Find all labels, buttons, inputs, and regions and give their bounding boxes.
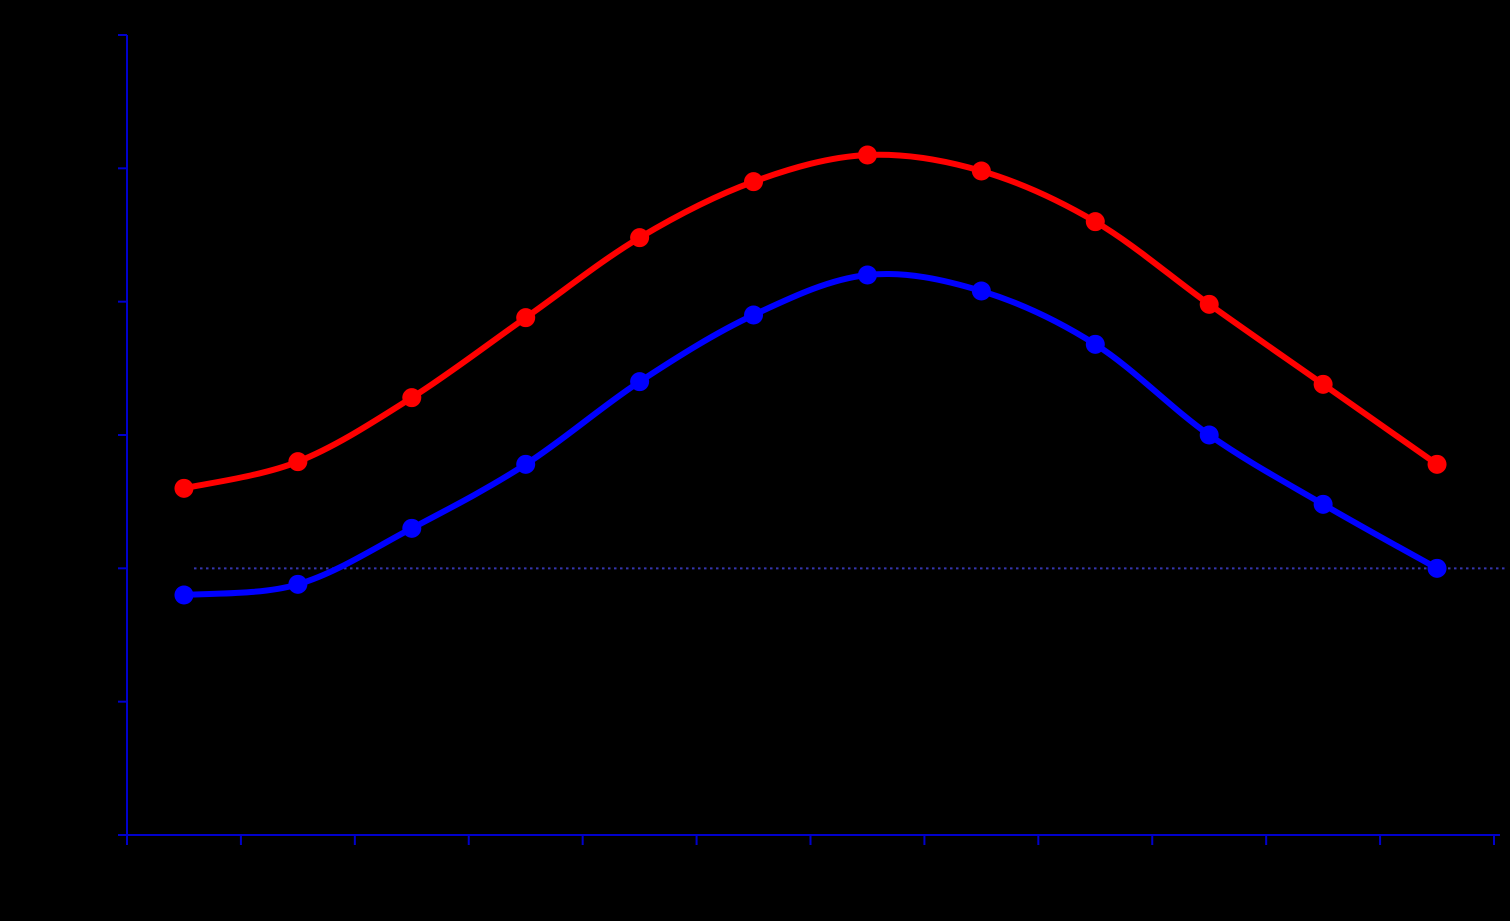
lower-blue-series-marker: [630, 372, 650, 392]
upper-red-series-marker: [174, 478, 194, 498]
upper-red-series-marker: [402, 388, 422, 408]
upper-red-series-marker: [1085, 212, 1105, 232]
lower-blue-series-marker: [857, 265, 877, 285]
upper-red-series-marker: [516, 308, 536, 328]
lower-blue-series-marker: [971, 281, 991, 301]
lower-blue-series-marker: [516, 454, 536, 474]
lower-blue-series-marker: [174, 585, 194, 605]
lower-blue-series-marker: [1085, 334, 1105, 354]
lower-blue-series-marker: [402, 518, 422, 538]
upper-red-series-line: [180, 151, 1441, 492]
upper-red-series-marker: [288, 452, 308, 472]
upper-red-series-marker: [1427, 454, 1447, 474]
lower-blue-series-marker: [1313, 494, 1333, 514]
upper-red-series-marker: [971, 161, 991, 181]
lower-blue-series-line: [180, 270, 1441, 598]
upper-red-series-marker: [630, 228, 650, 248]
upper-red-series-marker: [744, 172, 764, 192]
lower-blue-series-marker: [1427, 558, 1447, 578]
lower-blue-series-marker: [1199, 425, 1219, 445]
upper-red-series-marker: [857, 145, 877, 165]
lower-blue-series-marker: [744, 305, 764, 325]
lower-blue-series-marker: [288, 574, 308, 594]
upper-red-series-marker: [1199, 294, 1219, 314]
upper-red-series-marker: [1313, 374, 1333, 394]
